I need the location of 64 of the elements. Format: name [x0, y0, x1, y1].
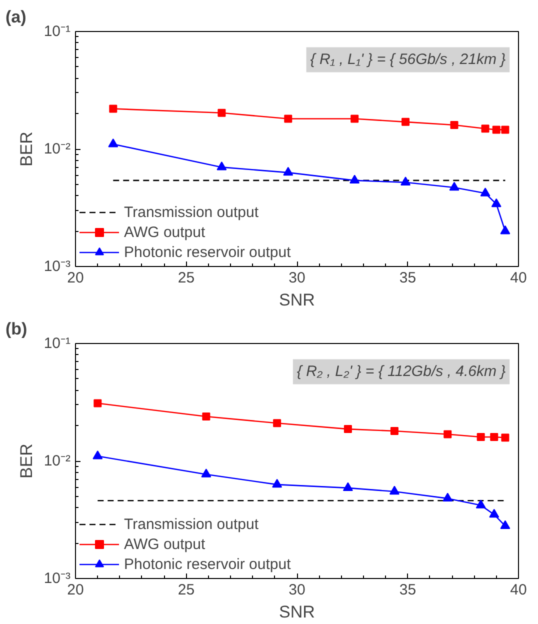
- x-axis-title: SNR: [279, 290, 315, 310]
- point: [490, 433, 498, 442]
- x-tick-label: 35: [399, 270, 416, 286]
- point: [444, 430, 452, 438]
- point: [202, 412, 210, 421]
- point: [449, 182, 460, 191]
- point: [350, 174, 360, 184]
- x-tick-label: 30: [288, 270, 306, 286]
- legend-label: Transmission output: [124, 515, 259, 533]
- point: [476, 500, 486, 508]
- point: [450, 121, 458, 130]
- point: [476, 433, 485, 442]
- point: [218, 108, 226, 117]
- x-tick-label: 30: [288, 582, 306, 598]
- chart-title: (a): [6, 8, 26, 26]
- x-axis-title: SNR: [279, 602, 315, 622]
- point: [500, 225, 510, 234]
- point: [273, 419, 282, 428]
- point: [109, 104, 118, 113]
- annotation: { R₁ , L₁' } = { 56Gb/s , 21km }: [310, 51, 506, 68]
- legend-label: Photonic reservoir output: [124, 555, 291, 573]
- x-tick-label: 40: [510, 582, 527, 598]
- point: [283, 166, 294, 176]
- y-tick-label: 10⁻²: [44, 452, 71, 470]
- point: [390, 427, 398, 436]
- legend-label: AWG output: [124, 223, 206, 241]
- point: [442, 492, 453, 502]
- point: [500, 520, 510, 530]
- legend-label: Transmission output: [124, 203, 259, 221]
- point: [400, 176, 411, 186]
- x-tick-label: 25: [178, 582, 195, 598]
- point: [344, 425, 352, 434]
- point: [94, 399, 102, 408]
- point: [272, 478, 282, 488]
- y-axis-title: BER: [16, 444, 36, 478]
- point: [492, 126, 500, 134]
- y-tick-label: 10⁻¹: [44, 335, 71, 352]
- point: [389, 486, 400, 495]
- chart-title: (b): [6, 320, 28, 338]
- point: [216, 162, 227, 170]
- legend-label: AWG output: [124, 535, 206, 553]
- point: [342, 482, 353, 492]
- x-tick-label: 20: [67, 582, 84, 598]
- legend-label: Photonic reservoir output: [124, 243, 291, 261]
- y-tick-label: 10⁻¹: [44, 23, 71, 40]
- point: [480, 188, 490, 196]
- y-axis-title: BER: [16, 132, 36, 166]
- x-tick-label: 25: [178, 270, 195, 286]
- point: [481, 124, 490, 133]
- point: [108, 138, 118, 148]
- annotation: { R₂ , L₂' } = { 112Gb/s , 4.6km }: [296, 363, 506, 380]
- y-tick-label: 10⁻²: [44, 140, 71, 158]
- x-tick-label: 35: [399, 582, 416, 598]
- x-tick-label: 20: [67, 270, 84, 286]
- point: [92, 450, 103, 460]
- point: [501, 126, 510, 134]
- point: [402, 118, 410, 126]
- point: [491, 198, 502, 208]
- x-tick-label: 40: [510, 270, 527, 286]
- point: [350, 114, 359, 123]
- point: [501, 434, 510, 442]
- point: [201, 468, 212, 478]
- point: [489, 508, 500, 518]
- point: [284, 114, 292, 123]
